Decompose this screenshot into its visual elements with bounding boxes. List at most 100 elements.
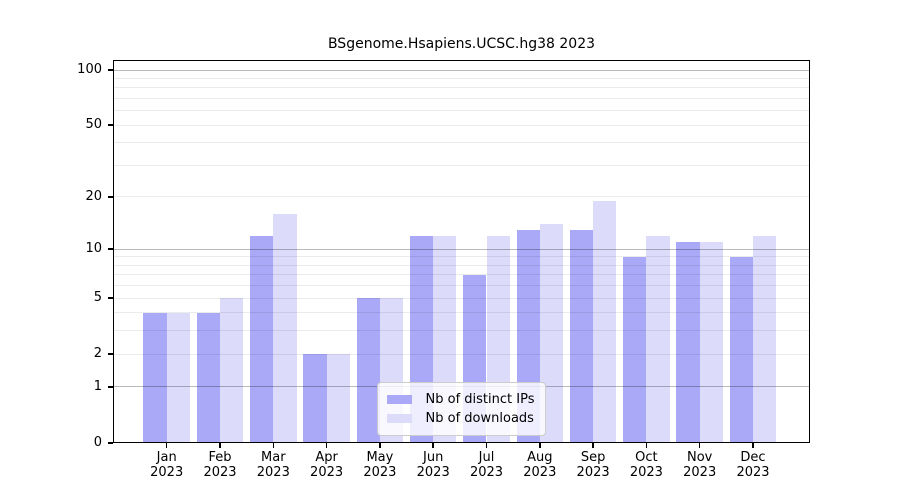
y-tick-label: 100 bbox=[77, 62, 102, 77]
month-label: Nov bbox=[687, 450, 713, 465]
month-label: Jul bbox=[478, 450, 495, 465]
x-tick-label-nov: Nov 2023 bbox=[668, 450, 732, 480]
year-label: 2023 bbox=[256, 465, 290, 480]
x-tick-label-aug: Aug 2023 bbox=[508, 450, 572, 480]
x-tick-label-oct: Oct 2023 bbox=[614, 450, 678, 480]
legend-item-distinct-ips: Nb of distinct IPs bbox=[386, 392, 534, 407]
bar-apr-downloads bbox=[326, 354, 350, 443]
year-label: 2023 bbox=[629, 465, 663, 480]
x-tick-label-jul: Jul 2023 bbox=[455, 450, 519, 480]
bar-mar-downloads bbox=[273, 214, 297, 443]
bar-mar-distinct-ips bbox=[250, 235, 274, 443]
year-label: 2023 bbox=[469, 465, 504, 480]
legend-swatch-downloads bbox=[386, 414, 412, 423]
x-tick bbox=[752, 443, 754, 448]
x-tick bbox=[272, 443, 275, 448]
month-label: Jan bbox=[156, 450, 177, 465]
bar-may-distinct-ips bbox=[356, 298, 380, 443]
gridline-minor bbox=[113, 353, 810, 355]
gridline-minor bbox=[113, 97, 810, 99]
x-tick bbox=[592, 443, 594, 448]
gridline-minor bbox=[113, 110, 810, 112]
gridline-minor bbox=[113, 142, 810, 144]
year-label: 2023 bbox=[683, 465, 717, 480]
bar-jan-distinct-ips bbox=[143, 312, 167, 443]
y-tick-label: 1 bbox=[93, 378, 102, 394]
month-label: Dec bbox=[740, 450, 766, 465]
y-tick bbox=[108, 248, 113, 250]
gridline-minor bbox=[113, 77, 810, 79]
bar-dec-downloads bbox=[753, 235, 777, 443]
legend-swatch-distinct-ips bbox=[386, 395, 412, 404]
gridline-major bbox=[113, 248, 810, 250]
bar-jan-downloads bbox=[166, 312, 190, 443]
year-label: 2023 bbox=[150, 465, 184, 480]
y-tick bbox=[108, 386, 113, 388]
x-tick-label-sep: Sep 2023 bbox=[561, 450, 625, 480]
y-tick bbox=[108, 196, 113, 198]
y-tick-label: 10 bbox=[85, 241, 102, 257]
legend: Nb of distinct IPs Nb of downloads bbox=[376, 382, 547, 436]
bar-apr-distinct-ips bbox=[303, 354, 327, 443]
x-tick bbox=[485, 443, 488, 448]
year-label: 2023 bbox=[203, 465, 237, 480]
x-tick bbox=[645, 443, 648, 448]
y-tick-label: 50 bbox=[85, 117, 102, 133]
bar-oct-downloads bbox=[646, 235, 670, 443]
x-tick bbox=[219, 443, 221, 448]
x-tick-label-feb: Feb 2023 bbox=[188, 450, 252, 480]
gridline-minor bbox=[113, 87, 810, 89]
x-tick bbox=[379, 443, 381, 448]
month-label: Jun bbox=[423, 450, 444, 465]
axis-layer: 0 1 2 5 10 20 50 100 Jan 2023 Feb 2023 Mar 2023 Apr 202… bbox=[77, 60, 810, 480]
month-label: Oct bbox=[635, 450, 658, 465]
year-label: 2023 bbox=[576, 465, 610, 480]
year-label: 2023 bbox=[523, 465, 557, 480]
x-tick bbox=[165, 443, 168, 448]
bar-feb-distinct-ips bbox=[196, 312, 220, 443]
x-tick bbox=[325, 443, 328, 448]
gridline-minor bbox=[113, 330, 810, 332]
x-tick bbox=[539, 443, 541, 448]
month-label: Feb bbox=[208, 450, 232, 465]
gridline-minor bbox=[113, 124, 810, 126]
gridline-minor bbox=[113, 196, 810, 198]
y-tick bbox=[108, 69, 113, 71]
x-tick bbox=[432, 443, 434, 448]
y-tick-label: 0 bbox=[93, 435, 102, 450]
gridline-minor bbox=[113, 297, 810, 299]
month-label: Mar bbox=[261, 450, 286, 465]
bar-nov-distinct-ips bbox=[676, 242, 700, 443]
plot-area: 0 1 2 5 10 20 50 100 Jan 2023 Feb 2023 Mar 2023 Apr 202… bbox=[77, 60, 810, 480]
y-tick-label: 2 bbox=[93, 346, 102, 362]
month-label: Aug bbox=[527, 450, 553, 465]
bar-oct-distinct-ips bbox=[623, 256, 647, 443]
gridline-minor bbox=[113, 274, 810, 276]
y-tick-label: 20 bbox=[85, 188, 102, 204]
month-label: Sep bbox=[580, 450, 606, 465]
month-label: May bbox=[366, 450, 394, 465]
x-tick-label-mar: Mar 2023 bbox=[241, 450, 305, 480]
y-tick-label: 5 bbox=[93, 290, 102, 306]
y-tick bbox=[108, 353, 113, 355]
y-tick bbox=[108, 442, 113, 444]
year-label: 2023 bbox=[736, 465, 770, 480]
grid-layer bbox=[113, 60, 810, 443]
year-label: 2023 bbox=[310, 465, 344, 480]
x-tick bbox=[698, 443, 701, 448]
x-tick-label-jun: Jun 2023 bbox=[401, 450, 465, 480]
gridline-major bbox=[113, 69, 810, 71]
legend-item-downloads: Nb of downloads bbox=[386, 411, 535, 426]
x-tick-label-may: May 2023 bbox=[348, 450, 412, 480]
y-tick bbox=[108, 297, 113, 299]
bar-sep-downloads bbox=[593, 200, 617, 443]
gridline-minor bbox=[113, 285, 810, 287]
x-tick-label-dec: Dec 2023 bbox=[721, 450, 785, 480]
bar-nov-downloads bbox=[699, 242, 723, 443]
gridline-minor bbox=[113, 256, 810, 258]
gridline-minor bbox=[113, 312, 810, 314]
month-label: Apr bbox=[315, 450, 338, 465]
bar-feb-downloads bbox=[220, 298, 244, 443]
chart-title: BSgenome.Hsapiens.UCSC.hg38 2023 bbox=[327, 36, 596, 52]
